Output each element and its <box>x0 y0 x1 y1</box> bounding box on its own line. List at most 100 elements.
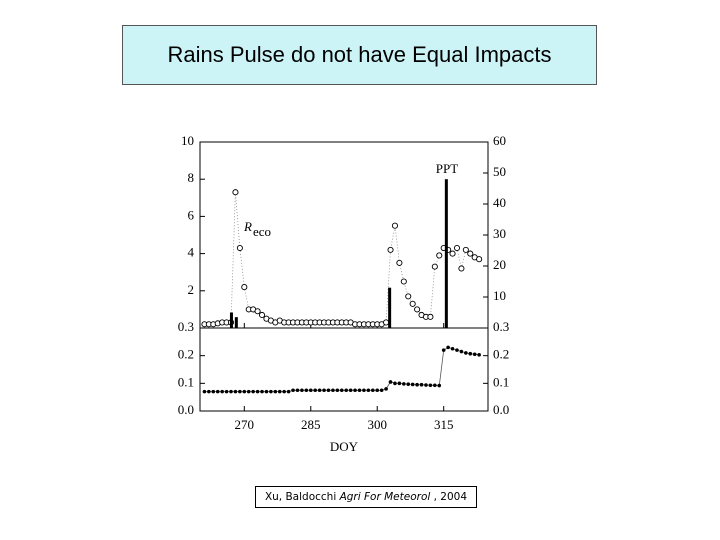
theta-point <box>459 349 464 354</box>
y2-tick-label: 50 <box>493 164 506 179</box>
theta-point <box>424 383 428 387</box>
reco-point <box>396 259 403 266</box>
cite-journal: Agri For Meteorol <box>339 491 431 503</box>
y-tick-label: 0.2 <box>178 347 194 362</box>
ppt-bar <box>388 287 392 328</box>
theta-point <box>326 388 331 393</box>
theta-point <box>277 389 282 394</box>
y-tick-label: 0.1 <box>178 374 194 389</box>
theta-point <box>433 383 437 388</box>
x-tick-label: 270 <box>235 417 255 432</box>
y2-tick-label: 0.0 <box>493 402 509 417</box>
theta-point <box>317 388 322 393</box>
y-tick-label: 0.0 <box>178 402 194 417</box>
reco-line <box>204 192 480 325</box>
theta-point <box>402 382 406 386</box>
reco-point <box>241 284 248 291</box>
theta-point <box>344 388 349 393</box>
theta-point <box>229 389 233 394</box>
theta-point <box>375 388 380 393</box>
annotation: R <box>243 219 252 234</box>
theta-point <box>357 388 362 393</box>
theta-point <box>419 382 424 387</box>
theta-point <box>215 389 220 394</box>
reco-point <box>458 265 465 272</box>
reco-point <box>391 222 399 229</box>
theta-point <box>331 388 335 393</box>
theta-point <box>291 388 295 393</box>
theta-point <box>224 389 229 394</box>
x-tick-label: 300 <box>367 417 387 432</box>
theta-point <box>406 382 411 386</box>
reco-point <box>453 244 461 252</box>
reco-point <box>414 306 421 313</box>
theta-point <box>446 345 450 350</box>
y-tick-label: 8 <box>188 170 195 185</box>
theta-point <box>353 388 357 393</box>
reco-point <box>467 250 474 257</box>
theta-point <box>246 389 251 394</box>
theta-point <box>437 383 442 388</box>
theta-point <box>371 388 375 393</box>
citation: Xu, Baldocchi Agri For Meteorol , 2004 <box>255 486 477 508</box>
theta-point <box>441 348 446 352</box>
theta-point <box>304 388 309 393</box>
theta-point <box>322 388 326 393</box>
theta-point <box>202 389 207 394</box>
theta-point <box>264 389 269 394</box>
reco-point <box>400 278 407 285</box>
theta-point <box>242 389 247 394</box>
theta-point <box>464 351 468 355</box>
reco-point <box>387 246 394 253</box>
theta-point <box>269 389 273 394</box>
reco-point <box>427 313 434 320</box>
theta-point <box>286 389 291 394</box>
reco-point <box>232 189 239 196</box>
y2-tick-label: 0.1 <box>493 374 509 389</box>
reco-point <box>476 256 483 263</box>
theta-point <box>455 348 459 352</box>
theta-point <box>233 389 238 394</box>
theta-point <box>255 389 260 394</box>
theta-point <box>366 388 371 393</box>
reco-point <box>405 293 412 300</box>
reco-point <box>236 244 243 252</box>
theta-point <box>384 387 388 391</box>
x-tick-label: 315 <box>434 417 454 432</box>
y2-tick-label: 40 <box>493 195 506 210</box>
theta-point <box>397 381 402 386</box>
theta-point <box>428 383 433 388</box>
y-tick-label: 2 <box>188 282 195 297</box>
y-tick-label: 0.3 <box>178 319 194 334</box>
theta-point <box>260 389 264 394</box>
theta-point <box>477 353 481 357</box>
theta-point <box>300 388 304 393</box>
annotation-sub: eco <box>253 224 271 239</box>
theta-point <box>238 389 242 394</box>
y2-tick-label: 0.2 <box>493 347 509 362</box>
title: Rains Pulse do not have Equal Impacts <box>167 42 552 67</box>
plot-frame <box>199 327 489 412</box>
theta-point <box>379 388 384 393</box>
reco-point <box>254 308 261 315</box>
reco-point <box>462 246 469 253</box>
theta-point <box>295 388 300 393</box>
theta-point <box>339 388 344 393</box>
y2-tick-label: 10 <box>493 288 506 303</box>
reco-point <box>436 252 443 259</box>
annotation: PPT <box>436 161 458 176</box>
y2-tick-label: 60 <box>493 133 506 148</box>
theta-point <box>207 389 211 394</box>
theta-point <box>335 388 340 393</box>
y2-tick-label: 30 <box>493 226 506 241</box>
reco-point <box>409 300 416 307</box>
x-axis-label: DOY <box>330 439 359 454</box>
reco-point <box>383 319 390 326</box>
theta-point <box>450 346 455 351</box>
theta-point <box>472 352 477 357</box>
theta-point <box>362 388 366 393</box>
x-tick-label: 285 <box>301 417 321 432</box>
theta-point <box>468 351 473 356</box>
theta-point <box>308 388 313 393</box>
